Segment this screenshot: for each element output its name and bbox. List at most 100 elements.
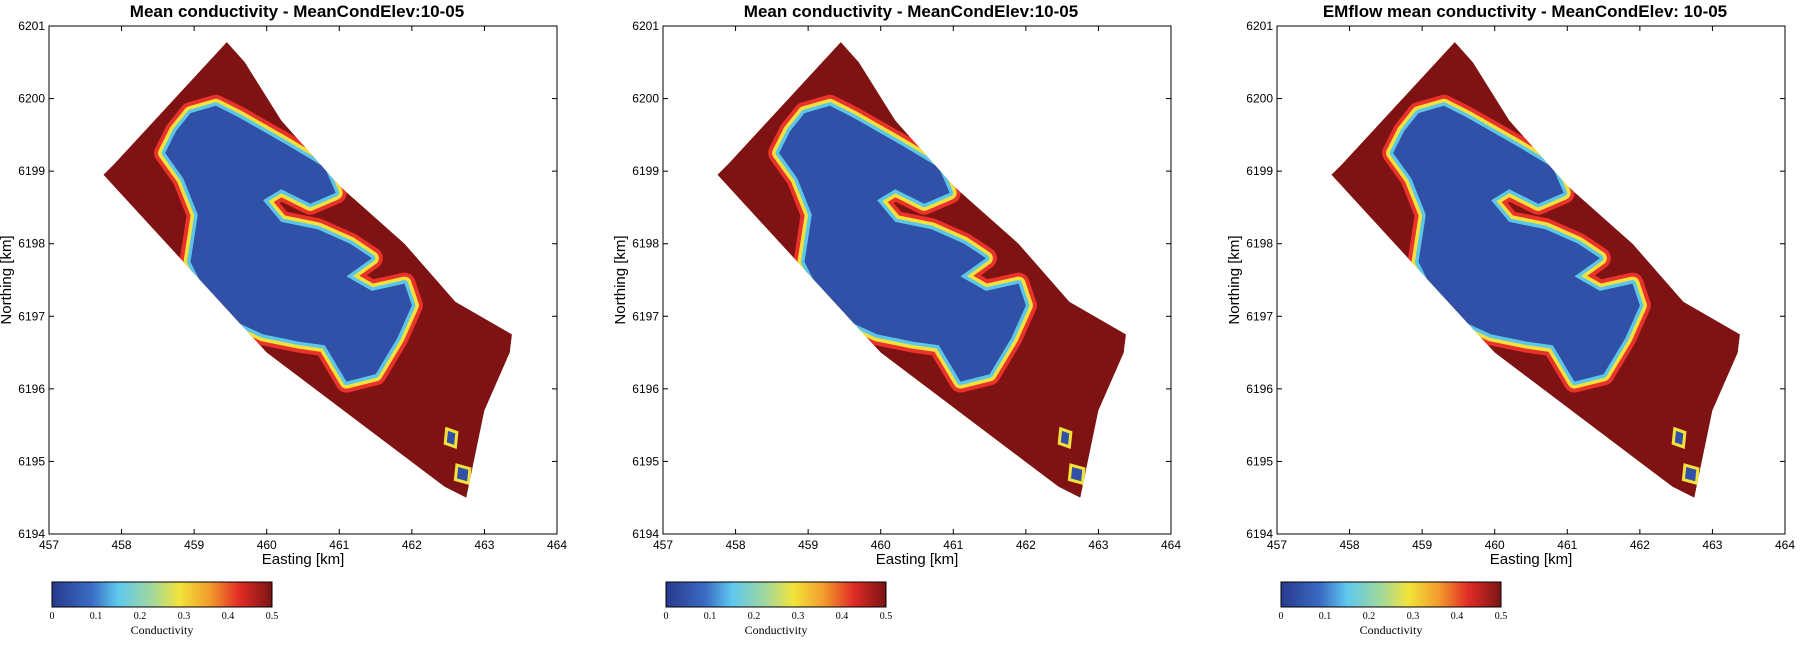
x-tick-label: 463 [474, 538, 494, 552]
x-tick-label: 460 [871, 538, 891, 552]
y-tick-label: 6201 [1246, 19, 1273, 33]
x-tick-label: 461 [329, 538, 349, 552]
x-tick-label: 459 [1412, 538, 1432, 552]
y-tick-label: 6198 [632, 237, 659, 251]
y-tick-label: 6200 [18, 92, 45, 106]
conductivity-map [103, 42, 513, 498]
y-tick-label: 6196 [18, 382, 45, 396]
colorbar-tick-label: 0.5 [880, 611, 893, 622]
x-tick-label: 463 [1088, 538, 1108, 552]
x-tick-label: 463 [1702, 538, 1722, 552]
y-tick-label: 6199 [18, 164, 45, 178]
y-tick-label: 6194 [632, 527, 659, 541]
chart-panel-1: Mean conductivity - MeanCondElev:10-05 45… [0, 2, 567, 637]
y-tick-label: 6195 [1246, 454, 1273, 468]
conductivity-map [717, 42, 1126, 498]
x-tick-label: 464 [547, 538, 567, 552]
x-tick-label: 460 [257, 538, 277, 552]
y-tick-label: 6199 [632, 164, 659, 178]
chart-panel-2: Mean conductivity - MeanCondElev:10-05 45… [612, 2, 1181, 637]
y-tick-label: 6200 [1246, 92, 1273, 106]
axes-box [1276, 25, 1786, 535]
x-axis-label: Easting [km] [876, 551, 959, 568]
y-axis-label: Northing [km] [1226, 235, 1243, 324]
y-tick-label: 6197 [18, 309, 45, 323]
y-tick-label: 6199 [1246, 164, 1273, 178]
colorbar-gradient [665, 581, 887, 608]
y-tick-label: 6196 [632, 382, 659, 396]
colorbar-gradient [1280, 581, 1502, 608]
x-tick-label: 461 [1557, 538, 1577, 552]
y-tick-label: 6197 [632, 309, 659, 323]
x-tick-label: 459 [798, 538, 818, 552]
y-tick-label: 6200 [632, 92, 659, 106]
conductivity-map [1331, 42, 1740, 498]
axes-box [48, 25, 558, 535]
x-tick-label: 459 [184, 538, 204, 552]
low-conductivity-spot-1 [443, 426, 459, 449]
low-conductivity-spot-2 [1681, 463, 1700, 486]
low-conductivity-spot-1 [1057, 426, 1073, 449]
colorbar-tick-label: 0.1 [90, 611, 103, 622]
colorbar-tick-label: 0.2 [1363, 611, 1376, 622]
y-tick-label: 6194 [18, 527, 45, 541]
x-tick-label: 457 [1267, 538, 1287, 552]
x-tick-label: 458 [726, 538, 746, 552]
colorbar: 0 0.1 0.2 0.3 0.4 0.5 Conductivity [1279, 581, 1508, 637]
colorbar-tick-label: 0.2 [134, 611, 147, 622]
colorbar-tick-label: 0.4 [836, 611, 849, 622]
y-tick-label: 6195 [18, 454, 45, 468]
colorbar-gradient [51, 581, 273, 608]
colorbar-label: Conductivity [131, 623, 194, 637]
low-conductivity-spot-1 [1671, 426, 1687, 449]
chart-title: Mean conductivity - MeanCondElev:10-05 [130, 2, 464, 21]
low-conductivity-spot-2 [1067, 463, 1086, 486]
colorbar-tick-label: 0 [1279, 611, 1284, 622]
colorbar-tick-label: 0.4 [222, 611, 235, 622]
colorbar-tick-label: 0.4 [1451, 611, 1464, 622]
y-tick-label: 6201 [18, 19, 45, 33]
y-axis-label: Northing [km] [612, 235, 629, 324]
chart-title: Mean conductivity - MeanCondElev:10-05 [744, 2, 1078, 21]
colorbar-tick-label: 0.3 [792, 611, 805, 622]
colorbar: 0 0.1 0.2 0.3 0.4 0.5 Conductivity [50, 581, 279, 637]
colorbar: 0 0.1 0.2 0.3 0.4 0.5 Conductivity [664, 581, 893, 637]
x-tick-label: 457 [653, 538, 673, 552]
colorbar-tick-label: 0.3 [1407, 611, 1420, 622]
colorbar-tick-label: 0.3 [178, 611, 191, 622]
x-tick-label: 460 [1485, 538, 1505, 552]
x-tick-label: 458 [112, 538, 132, 552]
low-conductivity-spot-2 [453, 463, 472, 486]
colorbar-tick-label: 0.5 [266, 611, 279, 622]
y-tick-label: 6195 [632, 454, 659, 468]
y-tick-label: 6196 [1246, 382, 1273, 396]
y-tick-label: 6194 [1246, 527, 1273, 541]
x-tick-label: 462 [1016, 538, 1036, 552]
colorbar-label: Conductivity [1360, 623, 1423, 637]
colorbar-tick-label: 0.1 [1319, 611, 1332, 622]
x-axis-label: Easting [km] [1490, 551, 1573, 568]
x-tick-label: 464 [1161, 538, 1181, 552]
colorbar-tick-label: 0 [50, 611, 55, 622]
x-tick-label: 458 [1340, 538, 1360, 552]
x-tick-label: 461 [943, 538, 963, 552]
y-tick-label: 6197 [1246, 309, 1273, 323]
y-tick-label: 6198 [18, 237, 45, 251]
colorbar-label: Conductivity [745, 623, 808, 637]
y-axis-label: Northing [km] [0, 235, 15, 324]
y-tick-label: 6201 [632, 19, 659, 33]
colorbar-tick-label: 0.1 [704, 611, 717, 622]
chart-panel-3: EMflow mean conductivity - MeanCondElev:… [1226, 2, 1795, 637]
y-tick-label: 6198 [1246, 237, 1273, 251]
x-tick-label: 462 [1630, 538, 1650, 552]
x-axis-label: Easting [km] [262, 551, 345, 568]
colorbar-tick-label: 0.2 [748, 611, 761, 622]
x-tick-label: 462 [402, 538, 422, 552]
colorbar-tick-label: 0.5 [1495, 611, 1508, 622]
chart-title: EMflow mean conductivity - MeanCondElev:… [1323, 2, 1727, 21]
axes-box [662, 25, 1172, 535]
x-tick-label: 464 [1775, 538, 1795, 552]
x-tick-label: 457 [39, 538, 59, 552]
colorbar-tick-label: 0 [664, 611, 669, 622]
